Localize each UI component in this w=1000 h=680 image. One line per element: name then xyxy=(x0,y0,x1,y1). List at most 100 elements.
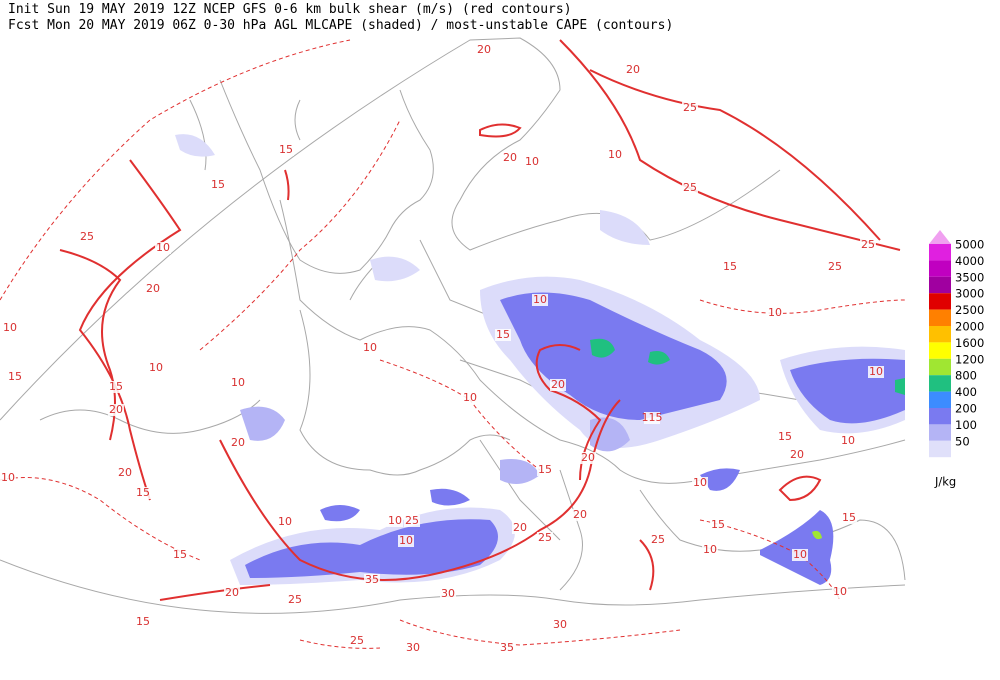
contour-label-bg xyxy=(580,452,596,464)
contour-label: 25 xyxy=(683,181,697,194)
contour-label: 20 xyxy=(581,451,595,464)
contour-label: 10 xyxy=(703,543,717,556)
contour-label-bg xyxy=(512,522,528,534)
legend-swatch xyxy=(929,342,951,359)
contour-label-bg xyxy=(278,144,294,156)
contour-label-bg xyxy=(524,156,540,168)
contour-label: 15 xyxy=(109,380,123,393)
contour-label-bg xyxy=(777,431,793,443)
contour-label-bg xyxy=(230,377,246,389)
contour-label-bg xyxy=(349,635,365,647)
contour-label-bg xyxy=(868,366,884,378)
legend-swatch xyxy=(929,309,951,326)
legend-label: 50 xyxy=(955,434,970,448)
contour-label-bg xyxy=(827,261,843,273)
contour-label: 10 xyxy=(693,476,707,489)
contour-label-bg xyxy=(722,261,738,273)
contour-label-bg xyxy=(172,549,188,561)
contour-label: 10 xyxy=(608,148,622,161)
contour-label-bg xyxy=(537,532,553,544)
contour-label-bg xyxy=(462,392,478,404)
contour-label-bg xyxy=(364,574,380,586)
contour-label: 25 xyxy=(538,531,552,544)
contour-label: 25 xyxy=(350,634,364,647)
legend-label: 2000 xyxy=(955,320,984,334)
contour-label: 15 xyxy=(173,548,187,561)
contour-label: 20 xyxy=(513,521,527,534)
contour-label-bg xyxy=(230,437,246,449)
contour-label-bg xyxy=(2,322,18,334)
contour-label: 30 xyxy=(406,641,420,654)
contour-label: 25 xyxy=(861,238,875,251)
contour-label-bg xyxy=(552,619,568,631)
contour-label: 20 xyxy=(146,282,160,295)
contour-label: 20 xyxy=(790,448,804,461)
legend-unit: J/kg xyxy=(934,475,956,489)
contour-label: 15 xyxy=(279,143,293,156)
contour-label: 25 xyxy=(288,593,302,606)
legend-label: 800 xyxy=(955,369,977,383)
legend-label: 100 xyxy=(955,418,977,432)
contour-label: 25 xyxy=(683,101,697,114)
contour-label: 20 xyxy=(225,586,239,599)
contour-label: 20 xyxy=(551,378,565,391)
contour-label: 25 xyxy=(80,230,94,243)
cape-shading xyxy=(175,134,905,585)
contour-label: 25 xyxy=(651,533,665,546)
contour-label: 10 xyxy=(1,471,15,484)
contour-label-bg xyxy=(7,371,23,383)
contour-label-bg xyxy=(135,487,151,499)
legend-label: 2500 xyxy=(955,303,984,317)
legend: 5000 4000 3500 3000 2500 2000 1600 1200 800 400 20… xyxy=(929,230,984,489)
contour-label-bg xyxy=(148,362,164,374)
legend-label: 4000 xyxy=(955,254,984,268)
contour-label: 35 xyxy=(500,641,514,654)
contour-label-bg xyxy=(702,544,718,556)
legend-label: 3500 xyxy=(955,270,984,284)
legend-swatch xyxy=(929,276,951,294)
contour-label-bg xyxy=(0,472,16,484)
header-line-1: Init Sun 19 MAY 2019 12Z NCEP GFS 0-6 km… xyxy=(8,2,572,17)
contour-label: 15 xyxy=(778,430,792,443)
contour-label: 25 xyxy=(828,260,842,273)
contour-labels: 20 20 25 20 10 10 25 25 25 15 10 15 15 10 25 20 10 15 15 20… xyxy=(0,43,884,654)
contour-label-bg xyxy=(650,534,666,546)
contour-label: 10 xyxy=(149,361,163,374)
contour-label: 10 xyxy=(533,293,547,306)
contour-label-bg xyxy=(550,379,566,391)
legend-swatch xyxy=(929,408,951,425)
contour-label-bg xyxy=(682,102,698,114)
contour-label: 20 xyxy=(503,151,517,164)
contour-label-bg xyxy=(499,642,515,654)
contour-label-bg xyxy=(840,435,856,447)
contour-label: 10 xyxy=(768,306,782,319)
contour-label-bg xyxy=(277,516,293,528)
legend-swatch xyxy=(929,391,951,408)
legend-swatch xyxy=(929,424,951,441)
contour-label-bg xyxy=(495,329,511,341)
contour-label-bg xyxy=(792,549,808,561)
contour-label: 30 xyxy=(553,618,567,631)
legend-swatch xyxy=(929,440,951,458)
contour-label-bg xyxy=(644,412,660,424)
contour-label-bg xyxy=(398,535,414,547)
contour-label-bg xyxy=(860,239,876,251)
contour-label-bg xyxy=(108,381,124,393)
contour-label: 10 xyxy=(399,534,413,547)
contour-label: 10 xyxy=(841,434,855,447)
contour-label: 10 xyxy=(833,585,847,598)
contour-label: 10 xyxy=(525,155,539,168)
contour-label: 10 xyxy=(869,365,883,378)
contour-label: 10 xyxy=(388,514,402,527)
contour-label: 15 xyxy=(136,486,150,499)
contour-label-bg xyxy=(625,64,641,76)
contour-label: 20 xyxy=(118,466,132,479)
contour-label-bg xyxy=(476,44,492,56)
legend-swatch xyxy=(929,375,951,392)
contour-label-bg xyxy=(832,586,848,598)
map-area xyxy=(0,37,906,649)
contour-label-bg xyxy=(572,509,588,521)
contour-label: 15 xyxy=(136,615,150,628)
legend-swatch xyxy=(929,244,951,261)
